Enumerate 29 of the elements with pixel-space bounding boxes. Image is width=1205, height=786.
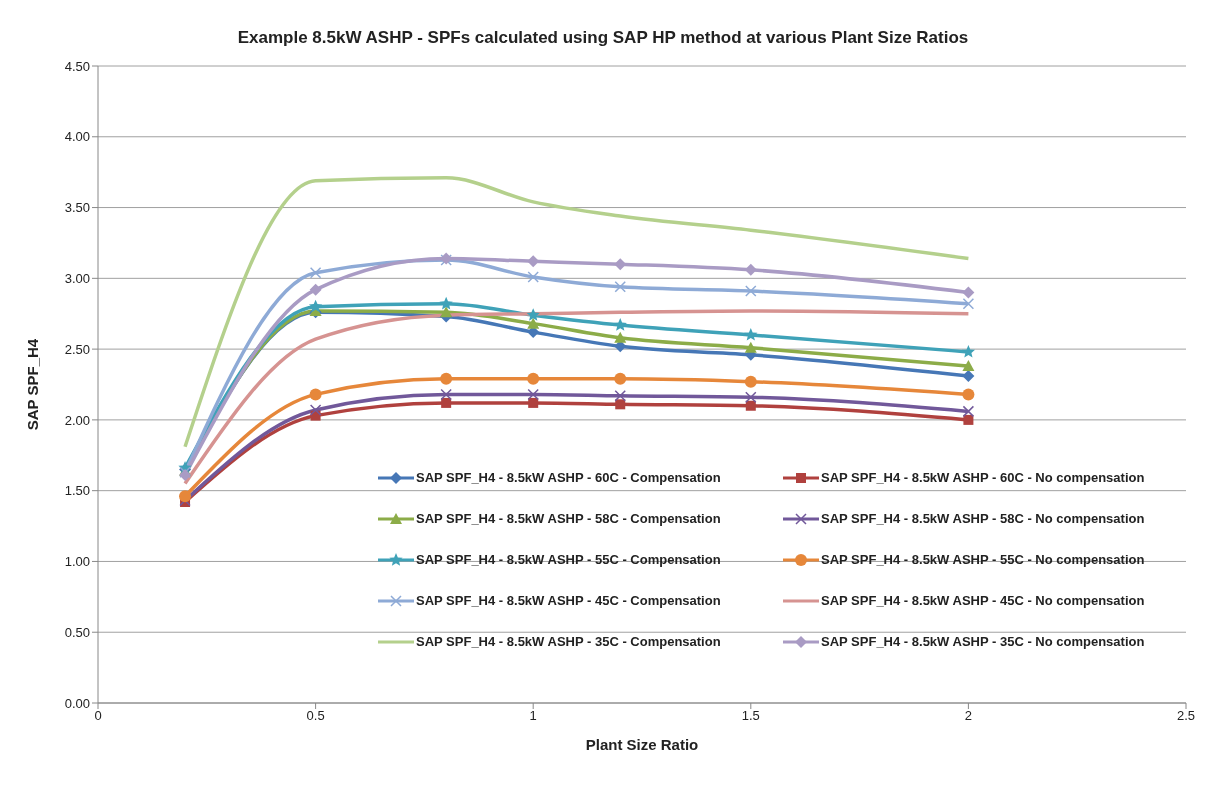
legend-label: SAP SPF_H4 - 8.5kW ASHP - 55C - Compensation	[416, 552, 721, 567]
x-tick-label: 2	[964, 708, 973, 724]
legend-label: SAP SPF_H4 - 8.5kW ASHP - 60C - No compensation	[821, 470, 1145, 485]
chart-title: Example 8.5kW ASHP - SPFs calculated using SAP HP method at various Plant Size Ratios	[236, 28, 970, 48]
y-tick-label: 4.00	[64, 129, 90, 145]
y-tick-label: 0.00	[64, 695, 90, 711]
x-tick-label: 1.5	[741, 708, 760, 724]
x-tick-label: 2.5	[1176, 708, 1196, 724]
legend-label: SAP SPF_H4 - 8.5kW ASHP - 45C - Compensation	[416, 593, 721, 608]
legend-label: SAP SPF_H4 - 8.5kW ASHP - 58C - Compensation	[416, 511, 721, 526]
y-tick-label: 1.00	[64, 554, 90, 570]
legend-label: SAP SPF_H4 - 8.5kW ASHP - 35C - Compensation	[416, 634, 721, 649]
legend-label: SAP SPF_H4 - 8.5kW ASHP - 45C - No compensation	[821, 593, 1145, 608]
y-tick-label: 3.00	[64, 270, 90, 286]
x-tick-label: 0	[94, 708, 102, 724]
legend-label: SAP SPF_H4 - 8.5kW ASHP - 55C - No compensation	[821, 552, 1145, 567]
x-tick-label: 1	[529, 708, 537, 724]
y-tick-label: 1.50	[64, 483, 90, 499]
legend-label: SAP SPF_H4 - 8.5kW ASHP - 60C - Compensation	[416, 470, 721, 485]
y-tick-label: 0.50	[64, 624, 90, 640]
y-tick-label: 4.50	[64, 58, 90, 74]
x-tick-label: 0.5	[306, 708, 325, 724]
y-tick-label: 3.50	[64, 200, 90, 216]
y-tick-label: 2.50	[64, 341, 90, 357]
y-axis-title: SAP SPF_H4	[24, 338, 42, 431]
legend-label: SAP SPF_H4 - 8.5kW ASHP - 35C - No compensation	[821, 634, 1145, 649]
y-tick-label: 2.00	[64, 412, 90, 428]
legend-label: SAP SPF_H4 - 8.5kW ASHP - 58C - No compensation	[821, 511, 1145, 526]
x-axis-title: Plant Size Ratio	[585, 736, 699, 753]
